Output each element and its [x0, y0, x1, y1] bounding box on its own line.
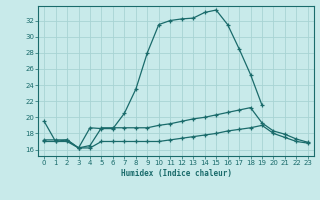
X-axis label: Humidex (Indice chaleur): Humidex (Indice chaleur): [121, 169, 231, 178]
